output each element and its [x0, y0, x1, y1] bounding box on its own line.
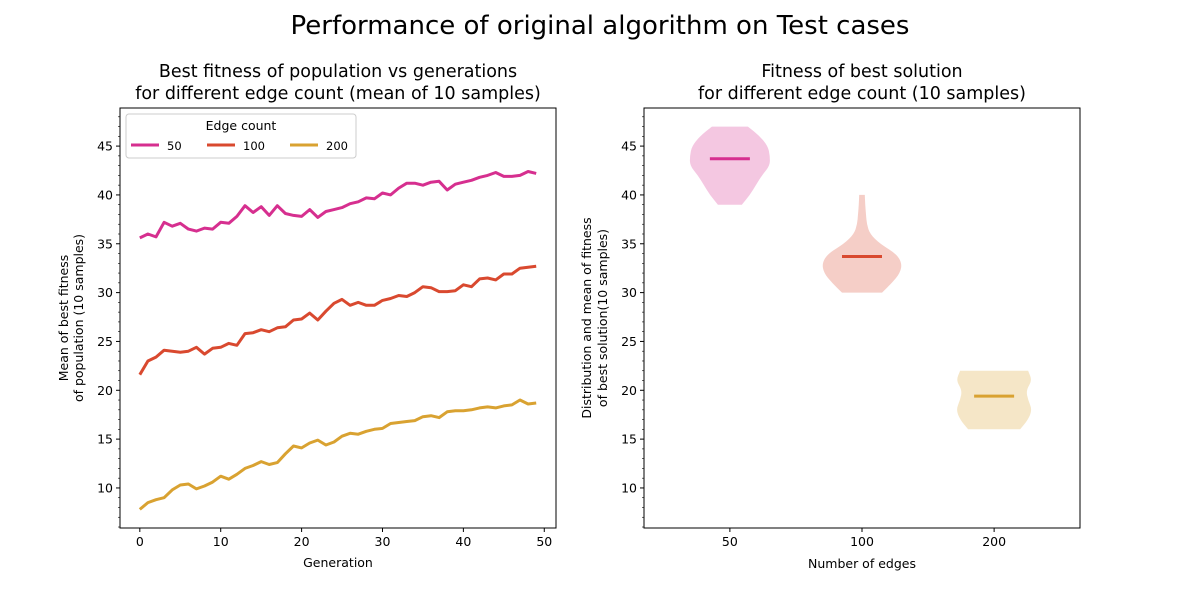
violin-chart-ylabel-line2: of best solution(10 samples): [595, 229, 610, 407]
y-tick-label: 40: [97, 187, 113, 202]
violin-chart-ylabel-line1: Distribution and mean of fitness: [579, 217, 594, 418]
violin-body-50: [689, 126, 770, 205]
x-tick-label: 20: [294, 534, 310, 549]
violin-chart: Fitness of best solution for different e…: [579, 62, 1081, 571]
y-tick-label: 15: [621, 432, 637, 447]
violin-chart-title-line2: for different edge count (10 samples): [698, 84, 1026, 104]
legend-label-50: 50: [167, 139, 182, 153]
x-tick-label: 50: [536, 534, 552, 549]
y-tick-label: 10: [97, 480, 113, 495]
x-tick-label: 200: [982, 534, 1006, 549]
line-chart-title-line2: for different edge count (mean of 10 sam…: [135, 84, 541, 104]
line-chart-title-line1: Best fitness of population vs generation…: [159, 62, 517, 82]
y-tick-label: 20: [621, 383, 637, 398]
line-chart-ylabel-line2: of population (10 samples): [71, 234, 86, 402]
y-tick-label: 20: [97, 383, 113, 398]
series-line-50: [139, 170, 537, 240]
violin-chart-violins: [689, 126, 1032, 430]
legend: Edge count 50 100 200: [125, 113, 357, 159]
y-tick-label: 15: [97, 432, 113, 447]
x-tick-label: 100: [850, 534, 874, 549]
violin-chart-xlabel: Number of edges: [808, 556, 916, 571]
y-tick-label: 40: [621, 187, 637, 202]
y-tick-label: 35: [97, 236, 113, 251]
line-chart-xlabel: Generation: [303, 555, 373, 570]
y-tick-label: 30: [97, 285, 113, 300]
x-tick-label: 50: [722, 534, 738, 549]
series-line-100: [138, 264, 537, 376]
y-tick-label: 30: [621, 285, 637, 300]
violin-chart-frame: [643, 107, 1081, 529]
x-tick-label: 0: [136, 534, 144, 549]
y-tick-label: 35: [621, 236, 637, 251]
line-chart: Best fitness of population vs generation…: [56, 62, 557, 570]
legend-title: Edge count: [206, 118, 277, 133]
line-chart-ylabel-line1: Mean of best fitness: [56, 255, 71, 381]
legend-label-100: 100: [243, 139, 265, 153]
x-tick-label: 30: [375, 534, 391, 549]
line-chart-series: [138, 170, 537, 511]
figure-title: Performance of original algorithm on Tes…: [291, 11, 910, 41]
x-tick-label: 40: [455, 534, 471, 549]
legend-box: [125, 113, 357, 159]
violin-chart-axes: 50 100 200 10 15 20 25 30 35 40 45: [621, 116, 1006, 549]
legend-label-200: 200: [326, 139, 348, 153]
violin-body-100: [822, 194, 902, 293]
y-tick-label: 45: [97, 139, 113, 154]
line-chart-axes: 0 10 20 30 40 50 10 15 20 25 30 35 40 45: [97, 116, 552, 549]
y-tick-label: 10: [621, 480, 637, 495]
violin-chart-title-line1: Fitness of best solution: [761, 62, 962, 82]
violin-body-200: [957, 370, 1032, 430]
line-chart-frame: [119, 107, 557, 529]
x-tick-label: 10: [213, 534, 229, 549]
y-tick-label: 45: [621, 139, 637, 154]
y-tick-label: 25: [97, 334, 113, 349]
series-line-200: [138, 398, 537, 511]
y-tick-label: 25: [621, 334, 637, 349]
